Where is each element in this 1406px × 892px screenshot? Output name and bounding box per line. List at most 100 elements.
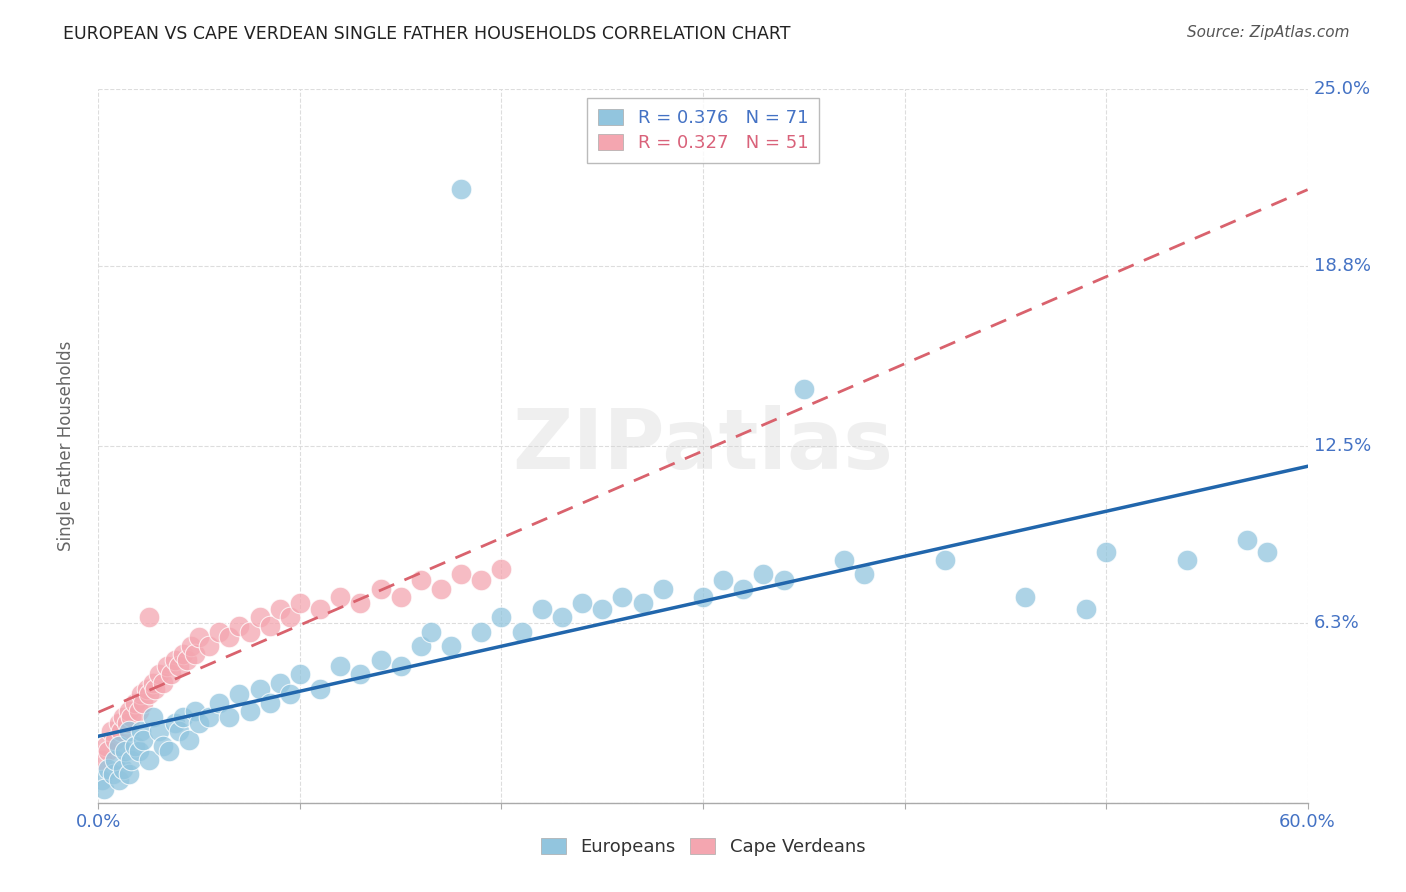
Point xyxy=(120,710,142,724)
Point xyxy=(389,591,412,605)
Point xyxy=(198,639,221,653)
Point xyxy=(571,596,593,610)
Point xyxy=(103,753,125,767)
Point xyxy=(491,610,513,624)
Point xyxy=(530,601,553,615)
Point xyxy=(172,648,194,662)
Point xyxy=(148,724,170,739)
Point xyxy=(1256,544,1278,558)
Point xyxy=(470,573,492,587)
Point xyxy=(198,710,221,724)
Point xyxy=(440,639,463,653)
Point xyxy=(370,653,392,667)
Point xyxy=(97,744,120,758)
Point xyxy=(409,639,432,653)
Point xyxy=(218,630,240,644)
Point xyxy=(420,624,443,639)
Point xyxy=(288,596,311,610)
Point xyxy=(124,696,146,710)
Point xyxy=(278,610,301,624)
Text: ZIPatlas: ZIPatlas xyxy=(513,406,893,486)
Point xyxy=(184,705,207,719)
Point xyxy=(167,724,190,739)
Text: 25.0%: 25.0% xyxy=(1313,80,1371,98)
Point xyxy=(132,733,155,747)
Point xyxy=(163,715,186,730)
Point xyxy=(143,681,166,696)
Point xyxy=(370,582,392,596)
Point xyxy=(96,739,118,753)
Point xyxy=(138,687,160,701)
Point xyxy=(107,715,129,730)
Point xyxy=(118,724,141,739)
Point xyxy=(228,619,250,633)
Point xyxy=(91,772,114,787)
Point xyxy=(591,601,613,615)
Point xyxy=(491,562,513,576)
Point xyxy=(450,567,472,582)
Point xyxy=(470,624,492,639)
Point xyxy=(163,653,186,667)
Point xyxy=(132,696,155,710)
Point xyxy=(1095,544,1118,558)
Point xyxy=(389,658,412,673)
Point xyxy=(188,630,211,644)
Point xyxy=(115,715,138,730)
Point xyxy=(239,705,262,719)
Point xyxy=(551,610,574,624)
Point xyxy=(156,658,179,673)
Point xyxy=(278,687,301,701)
Point xyxy=(269,601,291,615)
Point xyxy=(129,687,152,701)
Point xyxy=(711,573,734,587)
Point xyxy=(228,687,250,701)
Point xyxy=(329,591,352,605)
Point xyxy=(107,772,129,787)
Text: 12.5%: 12.5% xyxy=(1313,437,1371,455)
Point xyxy=(128,744,150,758)
Point xyxy=(218,710,240,724)
Point xyxy=(249,610,271,624)
Point xyxy=(118,767,141,781)
Point xyxy=(329,658,352,673)
Point xyxy=(124,739,146,753)
Point xyxy=(103,733,125,747)
Point xyxy=(167,658,190,673)
Point xyxy=(110,724,132,739)
Point xyxy=(239,624,262,639)
Point xyxy=(309,681,332,696)
Point xyxy=(138,610,160,624)
Point xyxy=(832,553,855,567)
Point xyxy=(160,667,183,681)
Point xyxy=(1175,553,1198,567)
Text: 18.8%: 18.8% xyxy=(1313,257,1371,275)
Point xyxy=(409,573,432,587)
Point xyxy=(184,648,207,662)
Point xyxy=(772,573,794,587)
Point xyxy=(100,724,122,739)
Point xyxy=(93,781,115,796)
Point xyxy=(97,762,120,776)
Point xyxy=(208,696,231,710)
Point xyxy=(179,733,201,747)
Point xyxy=(118,705,141,719)
Point xyxy=(208,624,231,639)
Point xyxy=(853,567,876,582)
Point xyxy=(1014,591,1036,605)
Point xyxy=(1074,601,1097,615)
Text: Source: ZipAtlas.com: Source: ZipAtlas.com xyxy=(1187,25,1350,40)
Point xyxy=(107,739,129,753)
Point xyxy=(349,596,371,610)
Point xyxy=(152,676,174,690)
Point xyxy=(450,182,472,196)
Point xyxy=(188,715,211,730)
Point xyxy=(114,744,136,758)
Point xyxy=(172,710,194,724)
Point xyxy=(793,382,815,396)
Point xyxy=(91,753,114,767)
Point xyxy=(510,624,533,639)
Point xyxy=(120,753,142,767)
Point xyxy=(631,596,654,610)
Point xyxy=(176,653,198,667)
Point xyxy=(269,676,291,690)
